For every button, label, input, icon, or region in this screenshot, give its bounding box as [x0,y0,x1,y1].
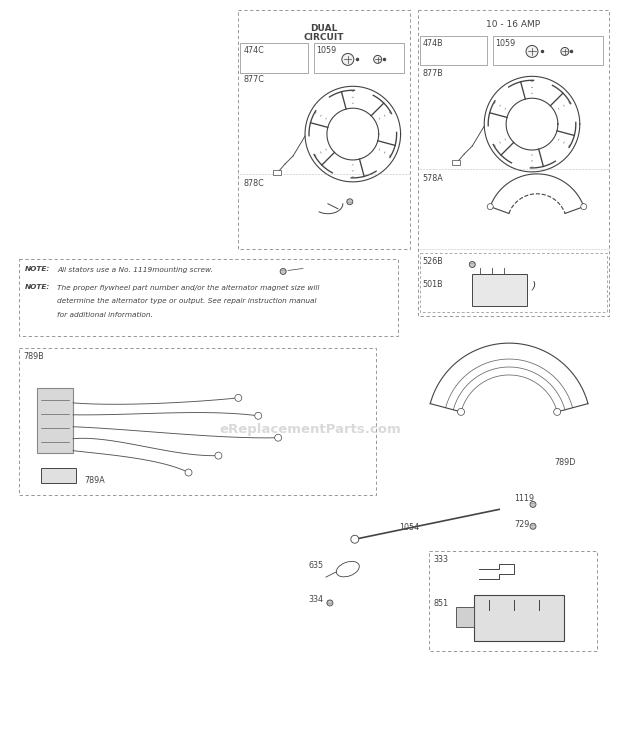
Bar [493,36,603,65]
Text: 635: 635 [308,561,323,570]
Text: 10 - 16 AMP: 10 - 16 AMP [486,19,540,28]
Bar [37,388,73,452]
Bar [273,170,281,175]
Text: 501B: 501B [422,280,443,289]
Circle shape [469,261,476,268]
Circle shape [487,204,493,210]
Circle shape [235,394,242,401]
Bar [472,275,527,307]
Text: NOTE:: NOTE: [25,266,51,272]
Circle shape [347,199,353,205]
Circle shape [554,408,560,415]
Text: NOTE:: NOTE: [25,284,51,290]
Text: 729: 729 [514,520,529,529]
Text: 1059: 1059 [495,39,515,48]
Circle shape [530,523,536,529]
Bar [238,10,410,248]
Text: 877C: 877C [243,75,264,84]
Text: CIRCUIT: CIRCUIT [304,33,344,42]
Bar [417,10,609,316]
Text: ): ) [532,280,536,290]
Text: for additional information.: for additional information. [57,312,153,318]
Text: 789A: 789A [84,475,105,484]
Circle shape [327,600,333,606]
Circle shape [581,204,587,210]
Text: All stators use a No. 1119mounting screw.: All stators use a No. 1119mounting screw… [57,266,213,272]
Text: eReplacementParts.com: eReplacementParts.com [219,423,401,436]
Bar [420,252,606,312]
Text: 474B: 474B [422,39,443,48]
Text: 526B: 526B [422,257,443,266]
Text: determine the alternator type or output. See repair instruction manual: determine the alternator type or output.… [57,298,317,304]
Text: 578A: 578A [422,174,443,183]
Bar [41,467,76,484]
Text: 333: 333 [433,555,448,564]
Bar [241,43,308,74]
Circle shape [280,269,286,275]
Circle shape [185,469,192,476]
Bar [314,43,404,74]
Bar [453,160,460,165]
Circle shape [526,45,538,57]
Text: 334: 334 [308,595,323,604]
Text: The proper flywheel part number and/or the alternator magnet size will: The proper flywheel part number and/or t… [57,284,319,290]
Text: 851: 851 [433,599,448,608]
Bar [456,607,474,627]
Bar [430,551,596,651]
Text: DUAL: DUAL [310,24,338,33]
Text: 474C: 474C [243,46,264,56]
Circle shape [374,55,382,63]
Text: 878C: 878C [243,179,264,188]
Text: 1059: 1059 [316,46,336,56]
Circle shape [215,452,222,459]
Bar [474,595,564,641]
Circle shape [561,48,569,55]
Text: 877B: 877B [422,69,443,78]
Circle shape [351,535,359,543]
Text: 1119: 1119 [514,495,534,504]
Text: 789D: 789D [554,458,575,466]
Circle shape [255,412,262,420]
Bar [19,348,376,496]
Bar [19,258,397,336]
Text: 789B: 789B [24,352,44,361]
Circle shape [275,434,281,441]
Circle shape [458,408,464,415]
Circle shape [342,54,354,65]
Text: 1054: 1054 [400,523,420,532]
Circle shape [530,501,536,507]
Bar [420,36,487,65]
